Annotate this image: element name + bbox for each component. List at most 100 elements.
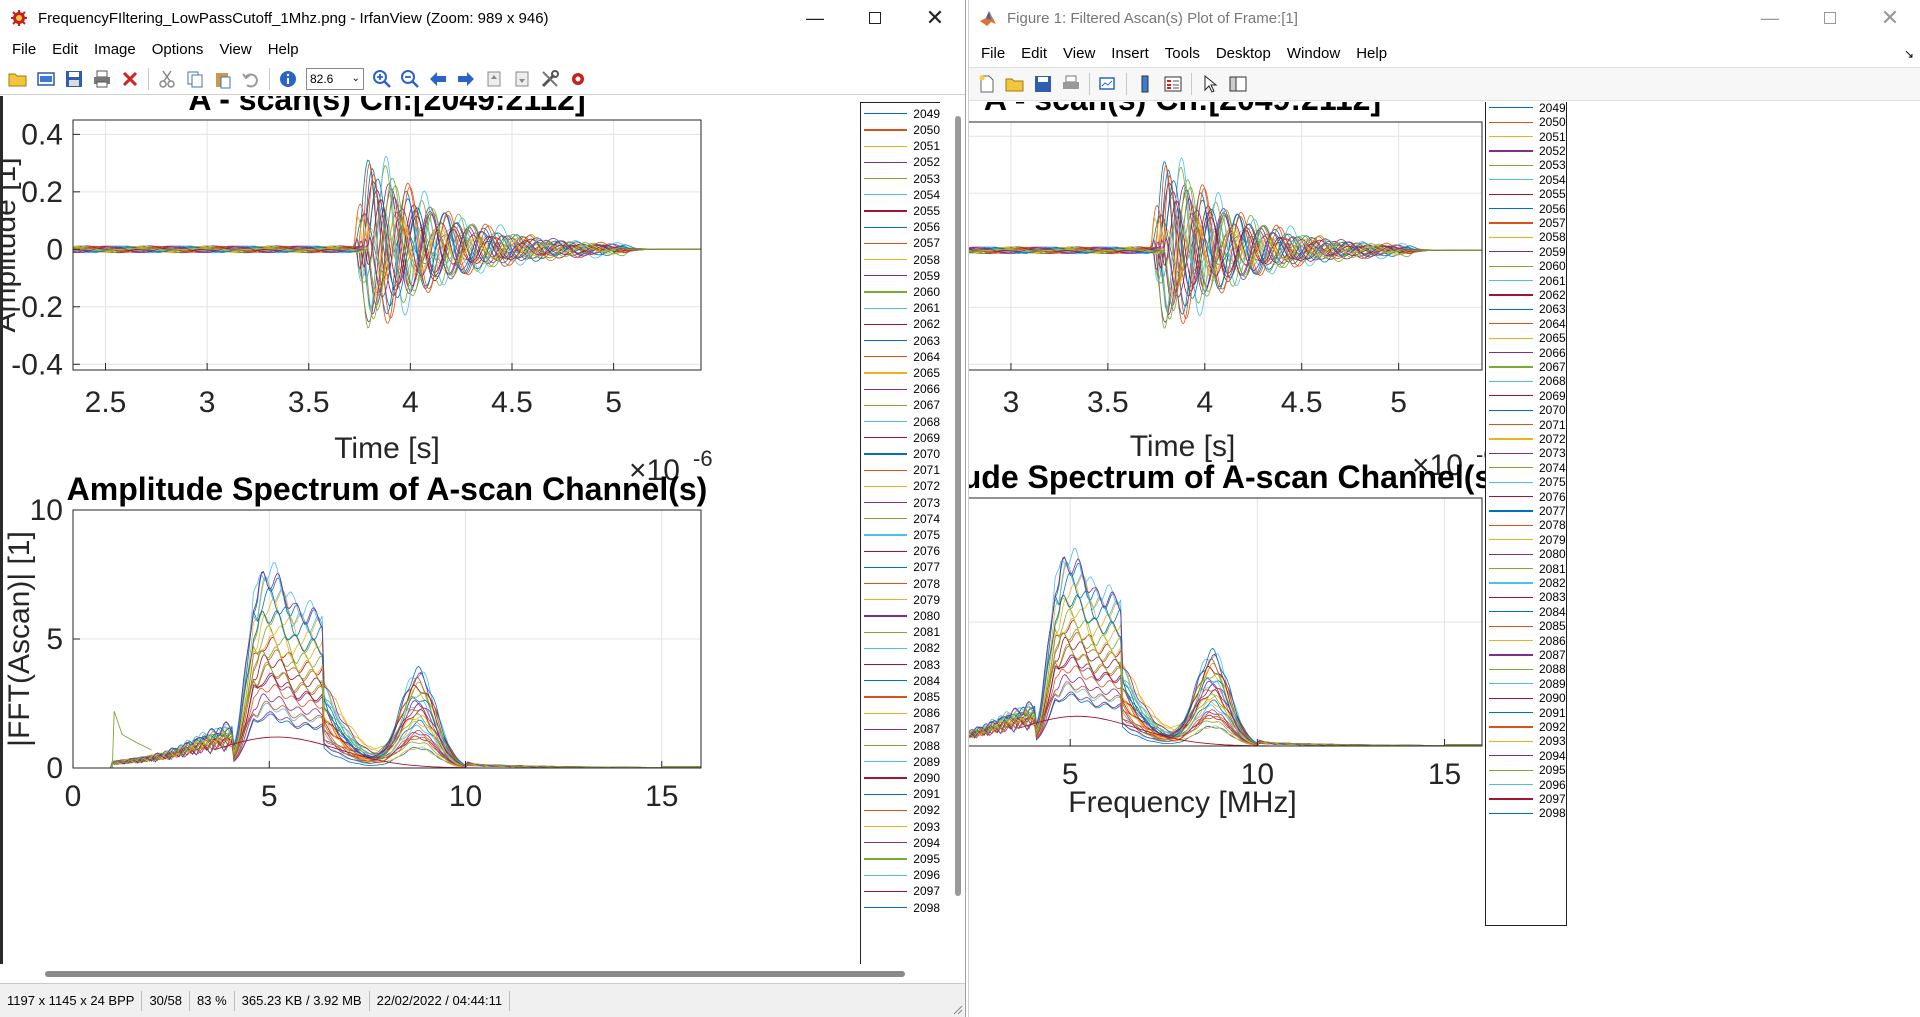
iv-legend-entry[interactable]: 2087 (861, 721, 940, 739)
legend-entry[interactable]: 2087 (1486, 646, 1566, 664)
open-file-button[interactable] (1001, 70, 1029, 98)
legend-entry[interactable]: 2073 (1486, 445, 1566, 463)
legend-entry[interactable]: 2066 (1486, 344, 1566, 362)
legend-entry[interactable]: 2095 (1486, 761, 1566, 779)
figure-canvas[interactable]: 2.533.544.550.40.20-0.2-0.4A - scan(s) C… (969, 102, 1920, 1017)
legend-entry[interactable]: 2086 (1486, 632, 1566, 650)
menu-insert[interactable]: Insert (1111, 45, 1149, 62)
legend-entry[interactable]: 2049 (1486, 102, 1566, 117)
iv-legend-entry[interactable]: 2090 (861, 769, 940, 787)
last-page-button[interactable] (508, 65, 536, 93)
legend-entry[interactable]: 2084 (1486, 603, 1566, 621)
iv-legend-entry[interactable]: 2078 (861, 575, 940, 593)
open-button[interactable] (4, 65, 32, 93)
legend-entry[interactable]: 2074 (1486, 459, 1566, 477)
menu-help[interactable]: Help (1356, 45, 1388, 62)
legend-entry[interactable]: 2093 (1486, 733, 1566, 751)
legend-entry[interactable]: 2079 (1486, 531, 1566, 549)
legend-entry[interactable]: 2092 (1486, 718, 1566, 736)
save-figure-button[interactable] (1029, 70, 1057, 98)
legend-entry[interactable]: 2081 (1486, 560, 1566, 578)
save-button[interactable] (60, 65, 88, 93)
close-button[interactable]: ✕ (905, 0, 965, 36)
horizontal-scrollbar[interactable] (0, 964, 965, 982)
vertical-scrollbar[interactable] (951, 96, 965, 964)
paste-button[interactable] (209, 65, 237, 93)
legend-entry[interactable]: 2061 (1486, 272, 1566, 290)
print-button[interactable] (88, 65, 116, 93)
copy-button[interactable] (181, 65, 209, 93)
print-figure-button[interactable] (1057, 70, 1085, 98)
legend-entry[interactable]: 2067 (1486, 358, 1566, 376)
legend-entry[interactable]: 2062 (1486, 286, 1566, 304)
legend-entry[interactable]: 2072 (1486, 430, 1566, 448)
legend-entry[interactable]: 2096 (1486, 776, 1566, 794)
iv-legend-entry[interactable]: 2052 (861, 154, 940, 172)
iv-legend-entry[interactable]: 2095 (861, 850, 940, 868)
menu-help[interactable]: Help (267, 41, 299, 58)
legend-entry[interactable]: 2082 (1486, 574, 1566, 592)
legend-entry[interactable]: 2075 (1486, 473, 1566, 491)
thumbnails-button[interactable] (32, 65, 60, 93)
undo-button[interactable] (237, 65, 265, 93)
horizontal-scroll-thumb[interactable] (45, 971, 905, 977)
iv-legend-entry[interactable]: 2071 (861, 461, 940, 479)
first-page-button[interactable] (480, 65, 508, 93)
iv-legend-entry[interactable]: 2086 (861, 704, 940, 722)
iv-legend-entry[interactable]: 2098 (861, 899, 940, 917)
resize-grip-icon[interactable] (951, 1003, 963, 1015)
legend-entry[interactable]: 2097 (1486, 790, 1566, 808)
legend-entry[interactable]: 2091 (1486, 704, 1566, 722)
iv-legend-entry[interactable]: 2055 (861, 202, 940, 220)
iv-legend-entry[interactable]: 2070 (861, 445, 940, 463)
legend-entry[interactable]: 2064 (1486, 315, 1566, 333)
figure-titlebar[interactable]: Figure 1: Filtered Ascan(s) Plot of Fram… (969, 0, 1920, 36)
iv-legend-entry[interactable]: 2072 (861, 478, 940, 496)
legend-entry[interactable]: 2069 (1486, 387, 1566, 405)
iv-legend-entry[interactable]: 2082 (861, 640, 940, 658)
iv-legend-entry[interactable]: 2065 (861, 364, 940, 382)
iv-legend-entry[interactable]: 2060 (861, 283, 940, 301)
legend-entry[interactable]: 2053 (1486, 157, 1566, 175)
legend-entry[interactable]: 2052 (1486, 142, 1566, 160)
iv-legend-entry[interactable]: 2062 (861, 316, 940, 334)
legend-entry[interactable]: 2088 (1486, 661, 1566, 679)
maximize-button[interactable] (845, 0, 905, 36)
iv-legend-entry[interactable]: 2069 (861, 429, 940, 447)
legend-entry[interactable]: 2080 (1486, 545, 1566, 563)
iv-legend-entry[interactable]: 2079 (861, 591, 940, 609)
edit-plot-button[interactable] (1196, 70, 1224, 98)
legend-entry[interactable]: 2089 (1486, 675, 1566, 693)
property-inspector-button[interactable] (1224, 70, 1252, 98)
iv-legend-entry[interactable]: 2088 (861, 737, 940, 755)
iv-legend-entry[interactable]: 2050 (861, 121, 940, 139)
iv-legend-entry[interactable]: 2063 (861, 332, 940, 350)
next-button[interactable] (452, 65, 480, 93)
delete-button[interactable] (116, 65, 144, 93)
legend-entry[interactable]: 2078 (1486, 517, 1566, 535)
menu-view[interactable]: View (219, 41, 252, 58)
menu-tools[interactable]: Tools (1164, 45, 1200, 62)
legend-entry[interactable]: 2076 (1486, 488, 1566, 506)
legend-entry[interactable]: 2098 (1486, 805, 1566, 823)
iv-legend-entry[interactable]: 2074 (861, 510, 940, 528)
iv-legend-entry[interactable]: 2061 (861, 299, 940, 317)
iv-legend-entry[interactable]: 2064 (861, 348, 940, 366)
legend-entry[interactable]: 2065 (1486, 329, 1566, 347)
legend-entry[interactable]: 2057 (1486, 214, 1566, 232)
iv-legend-entry[interactable]: 2076 (861, 542, 940, 560)
zoom-combobox[interactable]: 82.6 ⌄ (306, 67, 364, 90)
menu-edit[interactable]: Edit (1021, 45, 1048, 62)
iv-legend-entry[interactable]: 2091 (861, 785, 940, 803)
iv-legend-entry[interactable]: 2057 (861, 235, 940, 253)
iv-legend-entry[interactable]: 2085 (861, 688, 940, 706)
menu-options[interactable]: Options (151, 41, 204, 58)
about-button[interactable] (564, 65, 592, 93)
legend-entry[interactable]: 2051 (1486, 128, 1566, 146)
iv-legend-entry[interactable]: 2083 (861, 656, 940, 674)
menu-image[interactable]: Image (94, 41, 136, 58)
zoom-out-button[interactable] (396, 65, 424, 93)
legend-entry[interactable]: 2060 (1486, 257, 1566, 275)
legend-entry[interactable]: 2071 (1486, 416, 1566, 434)
menu-desktop[interactable]: Desktop (1215, 45, 1271, 62)
